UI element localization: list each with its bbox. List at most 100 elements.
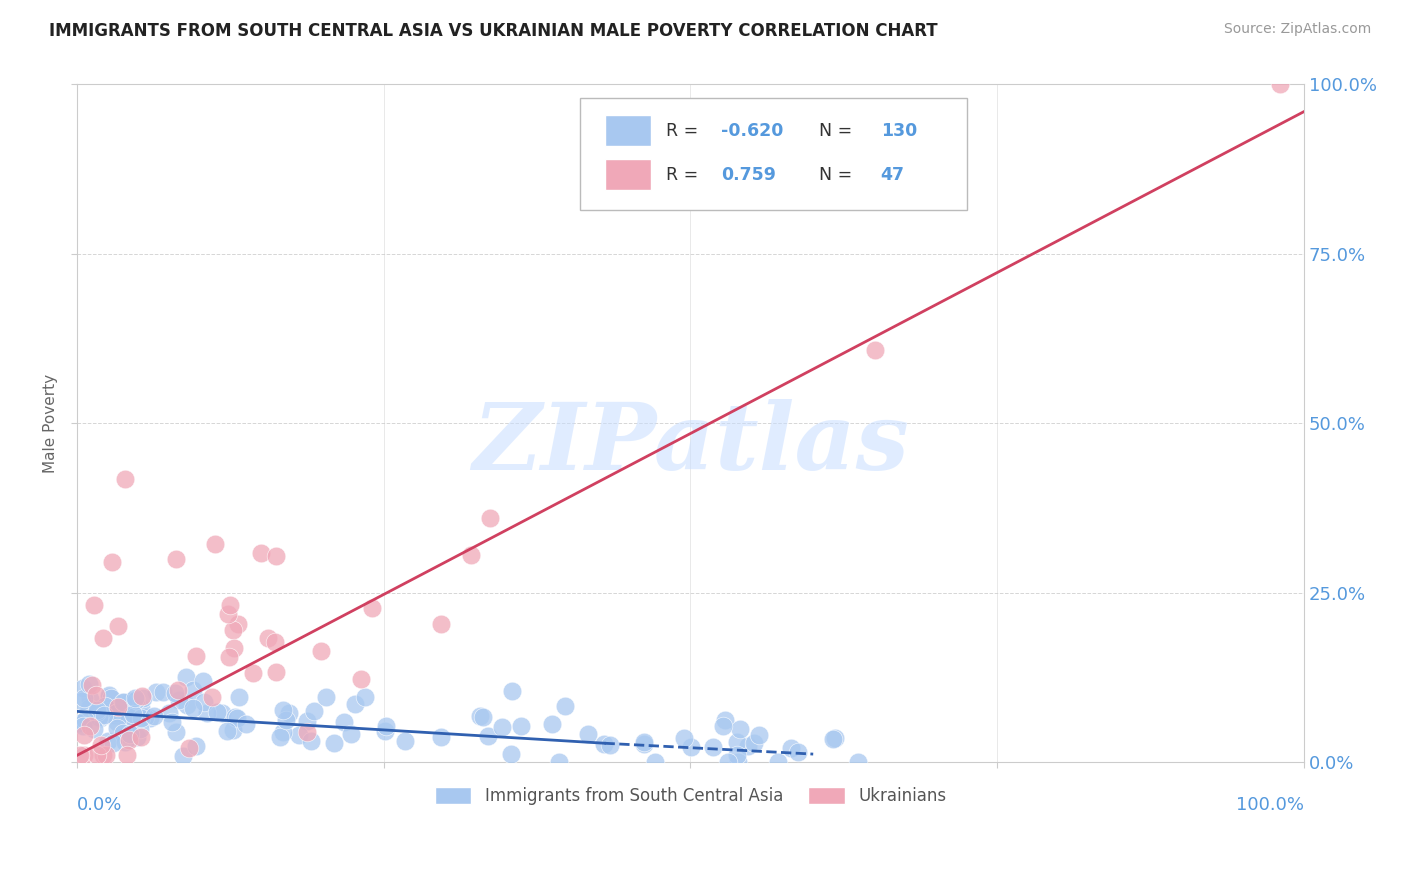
Point: [205, 706, 228, 720]
Point: [215, 724, 238, 739]
Point: [195, 706, 218, 720]
Point: [499, 747, 522, 761]
Point: [846, 756, 869, 770]
Point: [72, 719, 94, 733]
Point: [131, 689, 153, 703]
Point: [75, 713, 97, 727]
Point: [824, 731, 846, 746]
Point: [273, 703, 295, 717]
Point: [160, 715, 183, 730]
Point: [105, 721, 128, 735]
Point: [129, 700, 152, 714]
Point: [67, 716, 90, 731]
Text: 47: 47: [880, 166, 904, 184]
Point: [117, 733, 139, 747]
Point: [350, 672, 373, 686]
Point: [672, 731, 695, 746]
Point: [250, 546, 273, 560]
Point: [863, 343, 886, 358]
Point: [257, 631, 280, 645]
Point: [181, 683, 204, 698]
Point: [644, 756, 666, 770]
Point: [727, 756, 749, 770]
Point: [315, 690, 337, 705]
Point: [344, 698, 367, 712]
Point: [299, 734, 322, 748]
Point: [139, 711, 162, 725]
Point: [145, 685, 167, 699]
Point: [172, 748, 194, 763]
Point: [766, 756, 789, 770]
Point: [101, 556, 124, 570]
Point: [633, 738, 655, 752]
Point: [105, 714, 128, 729]
Point: [167, 693, 190, 707]
Point: [67, 715, 90, 730]
Point: [120, 694, 142, 708]
Point: [460, 548, 482, 562]
Point: [323, 736, 346, 750]
Point: [89, 710, 111, 724]
Point: [132, 690, 155, 705]
Point: [97, 734, 120, 748]
Point: [184, 739, 207, 753]
Point: [97, 690, 120, 705]
Point: [823, 731, 845, 746]
Point: [177, 741, 200, 756]
Text: IMMIGRANTS FROM SOUTH CENTRAL ASIA VS UKRAINIAN MALE POVERTY CORRELATION CHART: IMMIGRANTS FROM SOUTH CENTRAL ASIA VS UK…: [49, 22, 938, 40]
Point: [165, 552, 187, 566]
Point: [118, 710, 141, 724]
Point: [152, 684, 174, 698]
Point: [242, 666, 264, 681]
Text: 100.0%: 100.0%: [1236, 796, 1305, 814]
Point: [711, 719, 734, 733]
Point: [742, 736, 765, 750]
Point: [111, 726, 134, 740]
Point: [309, 644, 332, 658]
Point: [97, 688, 120, 702]
Point: [472, 710, 495, 724]
Point: [122, 710, 145, 724]
Point: [226, 617, 249, 632]
Legend: Immigrants from South Central Asia, Ukrainians: Immigrants from South Central Asia, Ukra…: [427, 780, 953, 812]
Text: 0.0%: 0.0%: [77, 796, 122, 814]
Point: [90, 738, 112, 752]
Text: R =: R =: [666, 121, 703, 139]
Point: [271, 724, 294, 739]
Point: [714, 714, 737, 728]
Point: [1268, 78, 1291, 92]
Point: [114, 472, 136, 486]
Point: [186, 648, 208, 663]
Point: [163, 686, 186, 700]
Point: [548, 756, 571, 770]
Point: [181, 701, 204, 715]
Point: [79, 719, 101, 733]
Point: [218, 650, 240, 665]
Point: [274, 713, 297, 727]
Point: [93, 698, 115, 713]
Point: [633, 735, 655, 749]
Point: [107, 699, 129, 714]
Point: [748, 728, 770, 742]
Point: [218, 599, 240, 613]
Point: [269, 730, 291, 744]
Point: [165, 724, 187, 739]
Point: [288, 728, 311, 742]
Point: [94, 748, 117, 763]
Text: ZIPatlas: ZIPatlas: [472, 399, 908, 489]
FancyBboxPatch shape: [605, 115, 651, 145]
Y-axis label: Male Poverty: Male Poverty: [44, 374, 58, 473]
Point: [264, 634, 287, 648]
Point: [121, 709, 143, 723]
Point: [211, 706, 233, 721]
Point: [125, 693, 148, 707]
Point: [278, 706, 301, 720]
Point: [340, 726, 363, 740]
Point: [222, 723, 245, 737]
FancyBboxPatch shape: [581, 98, 966, 210]
Point: [725, 747, 748, 762]
Point: [478, 511, 501, 525]
Point: [93, 708, 115, 723]
Point: [86, 702, 108, 716]
Point: [702, 740, 724, 755]
